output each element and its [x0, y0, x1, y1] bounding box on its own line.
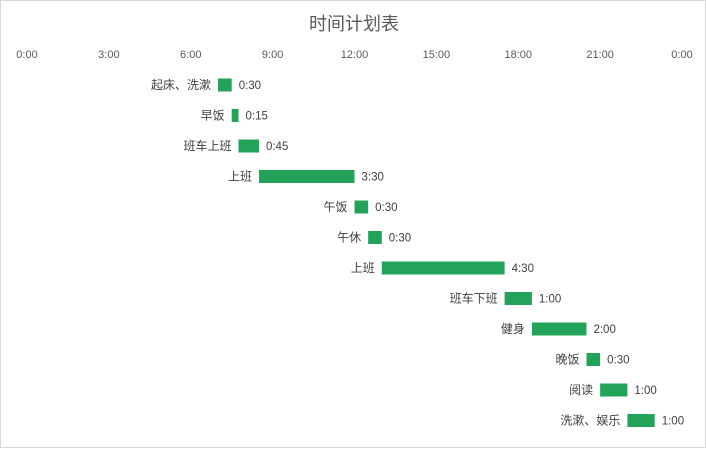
bar [238, 139, 259, 153]
data-label: 1:00 [539, 294, 561, 306]
bars-group: 起床、洗漱 0:30 早饭 0:15 班车上班 0:45 上班 3:30 午饭 0:30 午休 0:3… [151, 78, 684, 428]
x-tick-label: 15:00 [423, 49, 451, 61]
data-label: 2:00 [593, 324, 615, 336]
category-label: 洗漱、娱乐 [560, 414, 620, 428]
bar [381, 261, 505, 275]
data-label: 0:30 [607, 355, 629, 367]
data-label: 3:30 [362, 172, 384, 184]
data-label: 0:30 [389, 233, 411, 245]
x-tick-label: 18:00 [504, 49, 532, 61]
category-label: 午饭 [323, 200, 347, 214]
bar [504, 292, 532, 305]
x-tick-label: 21:00 [586, 49, 614, 61]
bar [218, 78, 232, 92]
category-label: 早饭 [201, 109, 225, 123]
category-label: 起床、洗漱 [151, 78, 211, 92]
x-tick-label: 12:00 [341, 49, 369, 61]
data-label: 4:30 [512, 263, 534, 275]
category-label: 健身 [501, 321, 525, 336]
data-label: 0:30 [239, 80, 261, 92]
bar [368, 231, 382, 244]
category-label: 晚饭 [555, 353, 579, 367]
category-label: 班车下班 [450, 291, 498, 306]
bar [231, 109, 239, 122]
data-label: 0:30 [375, 202, 397, 214]
bar [600, 383, 628, 397]
chart-title: 时间计划表 [309, 14, 399, 34]
data-label: 0:45 [266, 141, 288, 153]
x-tick-label: 9:00 [262, 49, 283, 61]
category-label: 上班 [228, 170, 252, 184]
bar [586, 353, 601, 366]
x-tick-label: 3:00 [98, 49, 119, 61]
bar [531, 322, 587, 336]
category-label: 班车上班 [183, 138, 231, 153]
bar [258, 170, 355, 183]
category-label: 午休 [337, 231, 361, 245]
category-label: 阅读 [569, 383, 593, 397]
x-tick-label: 0:00 [671, 49, 692, 61]
x-tick-label: 6:00 [180, 49, 201, 61]
x-tick-label: 0:00 [16, 49, 37, 61]
bar [354, 200, 369, 214]
data-label: 1:00 [662, 416, 684, 428]
x-axis: 0:00 3:00 6:00 9:00 12:00 15:00 18:00 21:00 0:00 [16, 49, 692, 61]
category-label: 上班 [351, 261, 375, 275]
data-label: 1:00 [634, 385, 656, 397]
bar [627, 414, 655, 427]
data-label: 0:15 [246, 111, 268, 123]
